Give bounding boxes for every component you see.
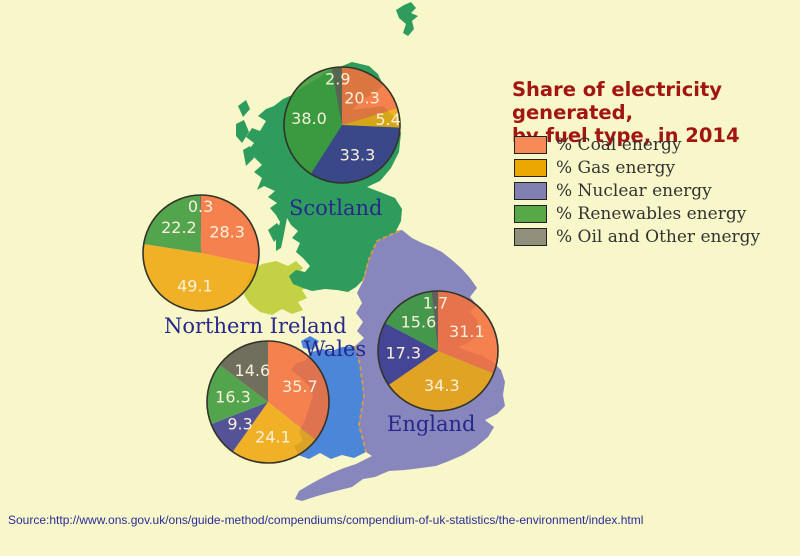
pie-value-label: 28.3 (209, 222, 245, 241)
pie-england: 31.1 34.317.3 15.61.7 (377, 290, 499, 412)
legend-label: % Renewables energy (556, 204, 747, 224)
chart-title-line1: Share of electricity generated, (512, 78, 722, 124)
pie-outline (377, 290, 499, 412)
legend-item-coal: % Coal energy (514, 135, 760, 155)
legend: % Coal energy % Gas energy % Nuclear ene… (514, 135, 761, 251)
pie-value-label: 1.7 (423, 294, 448, 313)
pie-slice (310, 125, 400, 183)
pie-slice (342, 108, 401, 128)
legend-item-oil-other: % Oil and Other energy (514, 227, 761, 247)
pie-scotland: 20.3 5.4 33.3 38.0 2.9 (283, 66, 401, 184)
england-label: England (387, 412, 476, 436)
pie-value-label: 5.4 (375, 110, 400, 129)
pie-value-label: 20.3 (344, 88, 380, 107)
source-text: Source:http://www.ons.gov.uk/ons/guide-m… (8, 513, 644, 527)
pie-slice (201, 195, 259, 266)
oil-other-swatch (514, 228, 547, 246)
chart-title-line2: by fuel type, in 2014 (512, 124, 740, 147)
pie-value-label: 2.9 (325, 69, 350, 88)
legend-label: % Oil and Other energy (556, 227, 761, 247)
gas-swatch (514, 159, 547, 177)
pie-value-label: 33.3 (340, 145, 376, 164)
wales-label: Wales (304, 337, 367, 361)
legend-label: % Gas energy (556, 158, 676, 178)
pie-value-label: 34.3 (424, 376, 460, 395)
pie-value-label: 17.3 (385, 344, 421, 363)
northern-ireland-label: Northern Ireland (164, 314, 347, 338)
pie-value-label: 0.3 (188, 197, 213, 216)
pie-slice (211, 402, 268, 452)
pie-value-label: 15.6 (401, 313, 437, 332)
wales-england-border (354, 345, 367, 453)
nuclear-swatch (514, 182, 547, 200)
pie-slice (199, 195, 201, 253)
renewables-swatch (514, 205, 547, 223)
pie-outline (142, 194, 260, 312)
pie-outline (283, 66, 401, 184)
pie-value-label: 9.3 (227, 414, 252, 433)
map-region-hebrides-3 (243, 146, 254, 166)
coal-swatch (514, 136, 547, 154)
pie-value-label: 35.7 (282, 377, 318, 396)
pie-slice (207, 364, 268, 425)
pie-slice (284, 67, 342, 174)
pie-slice (378, 323, 438, 386)
chart-title: Share of electricity generated, by fuel … (512, 78, 800, 147)
scotland-label: Scotland (289, 196, 383, 220)
pie-slice (388, 351, 494, 411)
legend-label: % Coal energy (556, 135, 682, 155)
pie-wales: 35.7 24.19.3 16.3 14.6 (206, 340, 330, 464)
map-region-hebrides-1 (238, 100, 250, 117)
map-region-hebrides-2 (236, 120, 249, 143)
legend-item-nuclear: % Nuclear energy (514, 181, 760, 201)
pie-value-label: 16.3 (215, 388, 251, 407)
pie-value-label: 49.1 (177, 277, 213, 296)
scotland-england-border (362, 229, 403, 282)
pie-slice (142, 244, 258, 312)
pie-outline (206, 340, 330, 464)
pie-slice (143, 195, 201, 253)
pie-value-label: 14.6 (235, 361, 271, 380)
pie-slice (431, 291, 438, 351)
map-region-anglesey (301, 336, 319, 350)
pie-value-label: 24.1 (255, 428, 291, 447)
map-region-shetland (396, 2, 418, 36)
pie-slice (342, 67, 398, 125)
legend-item-renewables: % Renewables energy (514, 204, 760, 224)
pie-value-label: 31.1 (449, 322, 485, 341)
pie-slice (232, 402, 316, 463)
legend-item-gas: % Gas energy (514, 158, 760, 178)
map-region-islay (268, 223, 283, 242)
legend-label: % Nuclear energy (556, 181, 712, 201)
pie-slice (268, 341, 329, 440)
pie-slice (219, 341, 268, 402)
pie-slice (331, 67, 342, 125)
pie-value-label: 38.0 (291, 109, 327, 128)
pie-northern-ireland: 28.3 49.1 22.2 0.3 (142, 194, 260, 312)
pie-value-label: 22.2 (161, 218, 197, 237)
